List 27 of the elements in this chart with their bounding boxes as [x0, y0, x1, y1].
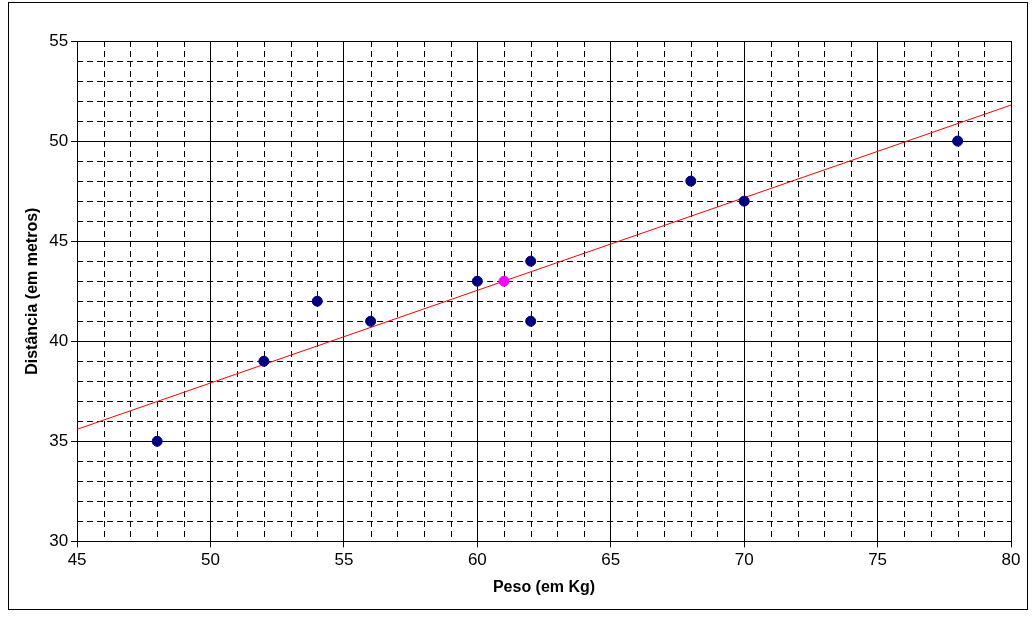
y-tick-label: 30: [49, 531, 69, 551]
point: [952, 135, 964, 147]
x-tick-label: 50: [201, 550, 220, 570]
x-tick-label: 45: [67, 550, 87, 570]
y-tick-label: 45: [49, 230, 69, 250]
point: [525, 315, 537, 327]
x-tick-label: 55: [334, 550, 354, 570]
point: [258, 355, 270, 367]
point: [151, 435, 163, 447]
point: [685, 175, 697, 187]
point: [738, 195, 750, 207]
x-tick-label: 80: [1001, 550, 1021, 570]
x-tick-label: 60: [467, 550, 487, 570]
y-axis-title: Distância (em metros): [23, 207, 41, 375]
point: [365, 315, 377, 327]
x-tick-label: 75: [868, 550, 888, 570]
y-tick-label: 40: [49, 330, 69, 350]
y-tick-label: 55: [49, 30, 69, 50]
point: [525, 255, 537, 267]
point: [311, 295, 323, 307]
x-tick-label: 65: [601, 550, 621, 570]
point: [471, 275, 483, 287]
y-tick-label: 35: [49, 431, 69, 451]
point: [498, 275, 510, 287]
x-axis-title: Peso (em Kg): [492, 577, 596, 595]
x-tick-label: 70: [734, 550, 754, 570]
y-tick-label: 50: [49, 130, 69, 150]
